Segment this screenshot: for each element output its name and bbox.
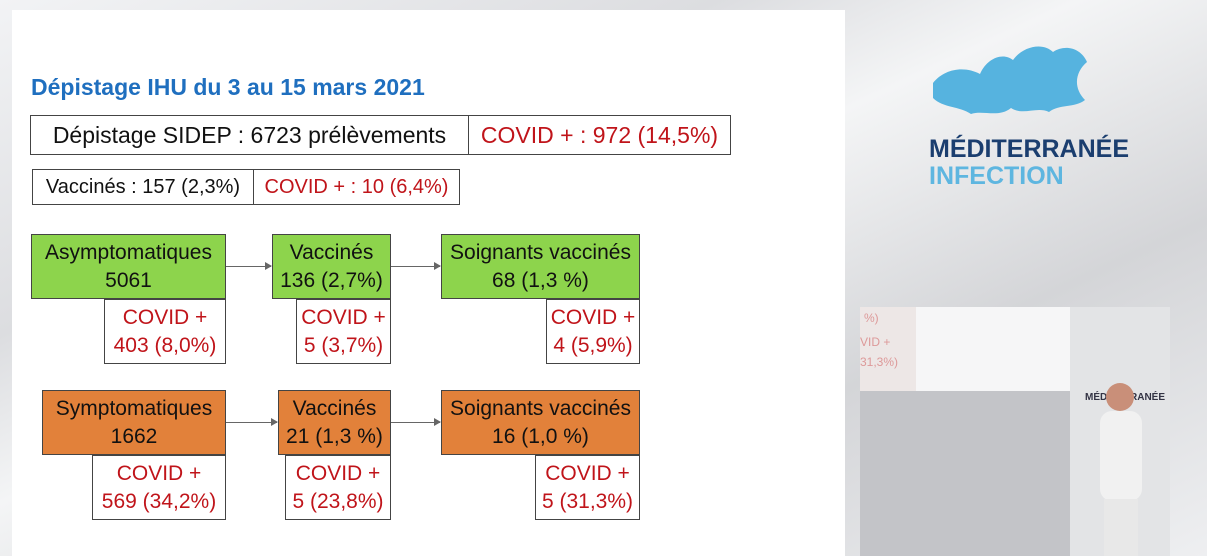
asymptomatic-label: Asymptomatiques — [45, 240, 212, 264]
asymptomatic-box: Asymptomatiques 5061 — [31, 234, 226, 299]
symptomatic-vaccinated-box: Vaccinés 21 (1,3 %) — [278, 390, 391, 455]
symptomatic-caregivers-label: Soignants vaccinés — [450, 396, 631, 420]
arrow-symptomatic-vaccinated — [226, 418, 278, 426]
mediterranean-map-logo — [933, 46, 1087, 114]
asymptomatic-vaccinated-count: 136 (2,7%) — [280, 268, 383, 292]
asymptomatic-caregivers-covid-box: COVID + 4 (5,9%) — [546, 299, 640, 364]
symptomatic-vaccinated-covid-label: COVID + — [295, 461, 381, 485]
asymptomatic-covid-label: COVID + — [122, 305, 208, 329]
symptomatic-label: Symptomatiques — [55, 396, 213, 420]
asymptomatic-covid-box: COVID + 403 (8,0%) — [104, 299, 226, 364]
symptomatic-caregivers-count: 16 (1,0 %) — [492, 424, 589, 448]
arrow-symptomatic-caregivers — [391, 418, 441, 426]
video-text-fragment-3: 31,3%) — [860, 355, 899, 369]
symptomatic-caregivers-covid-box: COVID + 5 (31,3%) — [535, 455, 640, 520]
asymptomatic-vaccinated-covid-value: 5 (3,7%) — [303, 333, 384, 357]
speaker-figure — [1100, 383, 1142, 556]
symptomatic-covid-value: 569 (34,2%) — [101, 489, 217, 513]
video-slide-fragment — [860, 307, 916, 391]
vaccines-covid-box: COVID + : 10 (6,4%) — [253, 169, 460, 205]
asymptomatic-covid-value: 403 (8,0%) — [113, 333, 217, 357]
symptomatic-vaccinated-count: 21 (1,3 %) — [286, 424, 383, 448]
video-projection-screen — [916, 307, 1070, 391]
symptomatic-vaccinated-label: Vaccinés — [292, 396, 377, 420]
sidep-label: Dépistage SIDEP : 6723 prélèvements — [52, 122, 447, 148]
logo-text-mediterranee: MÉDITERRANÉE — [929, 135, 1130, 163]
asymptomatic-vaccinated-covid-label: COVID + — [301, 305, 386, 329]
asymptomatic-vaccinated-box: Vaccinés 136 (2,7%) — [272, 234, 391, 299]
video-text-fragment-2: VID + — [860, 335, 891, 349]
video-text-fragment-1: %) — [864, 311, 879, 325]
vaccines-box: Vaccinés : 157 (2,3%) — [32, 169, 254, 205]
sidep-covid-box: COVID + : 972 (14,5%) — [468, 115, 731, 155]
vaccines-label: Vaccinés : 157 (2,3%) — [45, 176, 241, 198]
symptomatic-caregivers-covid-value: 5 (31,3%) — [541, 489, 634, 513]
asymptomatic-caregivers-label: Soignants vaccinés — [450, 240, 631, 264]
symptomatic-covid-label: COVID + — [116, 461, 202, 485]
asymptomatic-caregivers-box: Soignants vaccinés 68 (1,3 %) — [441, 234, 640, 299]
symptomatic-count: 1662 — [110, 424, 158, 448]
sidep-box: Dépistage SIDEP : 6723 prélèvements — [30, 115, 469, 155]
asymptomatic-caregivers-covid-value: 4 (5,9%) — [553, 333, 633, 357]
asymptomatic-caregivers-count: 68 (1,3 %) — [492, 268, 589, 292]
arrow-asymptomatic-vaccinated — [226, 262, 272, 270]
speaker-video: %) VID + 31,3%) MÉDITERRANÉE — [860, 307, 1170, 556]
logo-text-infection: INFECTION — [929, 162, 1064, 190]
asymptomatic-caregivers-covid-label: COVID + — [550, 305, 636, 329]
asymptomatic-count: 5061 — [105, 268, 152, 292]
asymptomatic-vaccinated-covid-box: COVID + 5 (3,7%) — [296, 299, 391, 364]
symptomatic-caregivers-covid-label: COVID + — [545, 461, 630, 485]
vaccines-covid: COVID + : 10 (6,4%) — [264, 176, 449, 198]
symptomatic-covid-box: COVID + 569 (34,2%) — [92, 455, 226, 520]
slide-title: Dépistage IHU du 3 au 15 mars 2021 — [31, 74, 425, 100]
arrow-asymptomatic-caregivers — [391, 262, 441, 270]
symptomatic-vaccinated-covid-box: COVID + 5 (23,8%) — [285, 455, 391, 520]
symptomatic-box: Symptomatiques 1662 — [42, 390, 226, 455]
asymptomatic-vaccinated-label: Vaccinés — [289, 240, 374, 264]
symptomatic-vaccinated-covid-value: 5 (23,8%) — [292, 489, 384, 513]
sidep-covid: COVID + : 972 (14,5%) — [480, 122, 719, 148]
presentation-slide: Dépistage IHU du 3 au 15 mars 2021 Dépis… — [12, 10, 845, 556]
symptomatic-caregivers-box: Soignants vaccinés 16 (1,0 %) — [441, 390, 640, 455]
